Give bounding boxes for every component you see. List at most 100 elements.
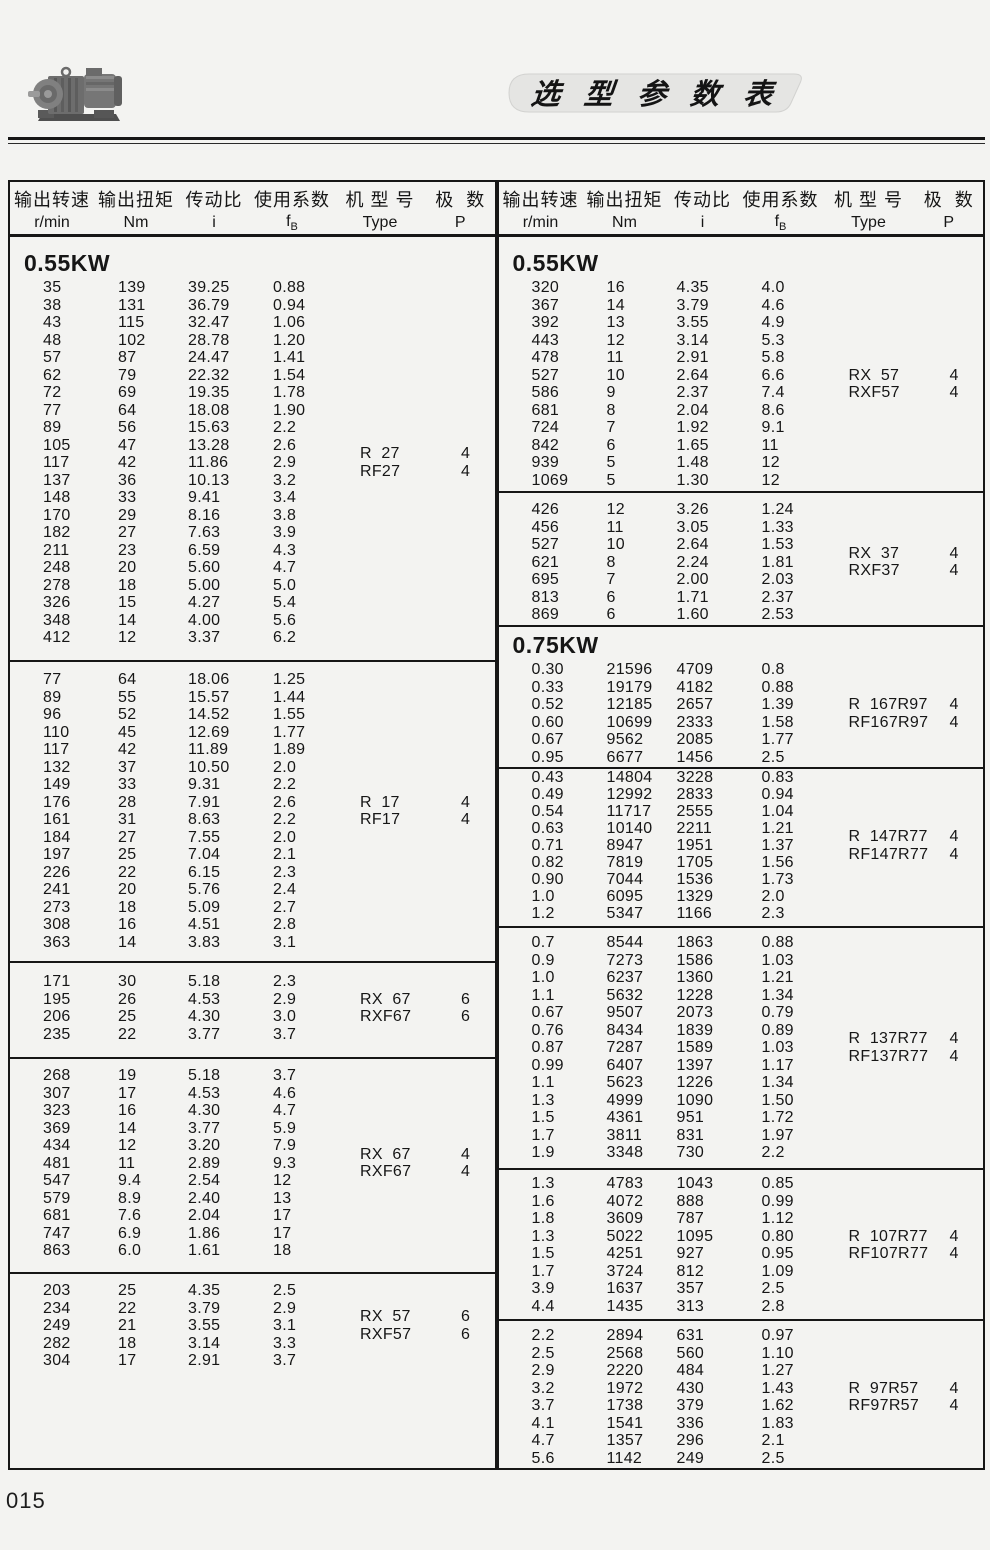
cell-speed: 939 [531, 454, 560, 471]
cell-ratio: 1397 [676, 1056, 714, 1074]
cell-service-factor: 9.1 [761, 419, 785, 436]
cell-service-factor: 9.3 [273, 1154, 297, 1172]
cell-torque: 7 [606, 419, 616, 436]
cell-ratio: 14.52 [188, 706, 230, 723]
cell-ratio: 2.37 [676, 384, 709, 401]
cell-speed: 527 [531, 366, 560, 384]
cell-torque: 17 [118, 1352, 137, 1369]
cell-ratio: 4.35 [676, 279, 709, 296]
cell-speed: 2.5 [531, 1344, 555, 1362]
cell-ratio: 1360 [676, 969, 714, 986]
cell-speed: 206 [43, 1008, 71, 1025]
cell-torque: 9 [606, 384, 616, 401]
cell-speed: 0.52 [531, 696, 564, 713]
cell-service-factor: 2.9 [273, 990, 297, 1008]
table-row: 1069 5 1.30 12 [499, 472, 984, 490]
col-header-poles: 极 数 [923, 190, 974, 210]
cell-torque: 5 [606, 454, 616, 471]
table-row: 320 16 4.35 4.0 [499, 279, 984, 297]
cell-speed: 161 [43, 811, 71, 828]
unit-speed: r/min [34, 214, 70, 231]
cell-torque: 131 [118, 296, 146, 314]
table-row: 1.0 6237 1360 1.21 [499, 969, 984, 987]
cell-torque: 5632 [606, 986, 644, 1004]
table-row: 241 20 5.76 2.4 [10, 881, 495, 899]
cell-speed: 1.5 [531, 1245, 555, 1262]
cell-torque: 37 [118, 758, 137, 776]
cell-ratio: 9.41 [188, 489, 221, 506]
table-row: 195 26 4.53 2.9 [10, 991, 495, 1009]
table-row: 0.82 7819 1705 1.56 [499, 854, 984, 871]
cell-ratio: 2.00 [676, 571, 709, 588]
cell-service-factor: 1.06 [273, 314, 306, 331]
cell-service-factor: 1.24 [761, 501, 794, 518]
cell-torque: 7287 [606, 1039, 644, 1056]
table-row: 579 8.9 2.40 13 [10, 1190, 495, 1208]
table-row: 842 6 1.65 11 [499, 437, 984, 455]
cell-service-factor: 2.4 [273, 881, 297, 898]
table-header: 输出转速 输出扭矩 传动比 使用系数 机 型 号 极 数 r/min Nm i … [10, 182, 495, 237]
cell-ratio: 11.86 [188, 454, 229, 471]
cell-torque: 102 [118, 331, 146, 349]
cell-speed: 62 [43, 366, 62, 384]
table-row: 35 139 39.25 0.88 [10, 279, 495, 297]
table-body-right: 0.55KW 320 16 4.35 4.0 367 14 3.79 4.6 392 13 3.55 4… [498, 237, 984, 1468]
table-row: 77 64 18.08 1.90 [10, 402, 495, 420]
cell-service-factor: 1.03 [761, 951, 794, 969]
cell-speed: 176 [43, 793, 71, 811]
table-row: 43 115 32.47 1.06 [10, 314, 495, 332]
cell-ratio: 2.64 [676, 366, 709, 384]
cell-speed: 842 [531, 436, 560, 454]
cell-service-factor: 1.56 [761, 854, 794, 871]
cell-torque: 4361 [606, 1109, 644, 1126]
block-rows: 2.2 2894 631 0.97 2.5 2568 560 1.10 2.9 2220 484 1.… [499, 1327, 984, 1467]
table-row: 434 12 3.20 7.9 [10, 1137, 495, 1155]
cell-speed: 77 [43, 671, 62, 688]
block-divider [498, 767, 983, 769]
cell-speed: 203 [43, 1282, 71, 1299]
table-row: 1.3 4783 1043 0.85 [499, 1175, 984, 1193]
cell-speed: 268 [43, 1067, 71, 1084]
cell-service-factor: 1.03 [761, 1039, 794, 1056]
table-row: 0.9 7273 1586 1.03 [499, 952, 984, 970]
cell-service-factor: 2.8 [761, 1297, 785, 1315]
table-row: 0.90 7044 1536 1.73 [499, 871, 984, 888]
cell-torque: 2220 [606, 1362, 644, 1379]
col-header-torque: 输出扭矩 [586, 190, 663, 210]
cell-torque: 56 [118, 419, 137, 436]
cell-ratio: 36.79 [188, 296, 230, 314]
cell-ratio: 10.13 [188, 471, 230, 489]
cell-ratio: 8.16 [188, 506, 221, 524]
block-rows: 171 30 5.18 2.3 195 26 4.53 2.9 206 25 4.30 3.0 235 2… [10, 973, 495, 1043]
table-row: 527 10 2.64 6.6 [499, 367, 984, 385]
cell-ratio: 7.04 [188, 846, 221, 863]
table-row: 1.2 5347 1166 2.3 [499, 905, 984, 922]
cell-speed: 182 [43, 524, 71, 541]
cell-ratio: 4182 [676, 678, 714, 696]
block-rows: 35 139 39.25 0.88 38 131 36.79 0.94 43 115 32.47 1.… [10, 279, 495, 647]
cell-service-factor: 1.39 [761, 696, 794, 713]
cell-ratio: 357 [676, 1280, 705, 1297]
unit-service-factor: fB [774, 212, 787, 234]
cell-service-factor: 3.1 [273, 1317, 297, 1334]
cell-service-factor: 1.89 [273, 741, 306, 758]
cell-service-factor: 2.3 [273, 973, 297, 990]
cell-service-factor: 0.89 [761, 1021, 794, 1039]
cell-service-factor: 3.3 [273, 1334, 297, 1352]
cell-ratio: 6.59 [188, 541, 221, 559]
cell-service-factor: 4.6 [273, 1084, 297, 1102]
cell-service-factor: 0.8 [761, 661, 785, 678]
table-row: 0.67 9507 2073 0.79 [499, 1004, 984, 1022]
cell-speed: 307 [43, 1084, 71, 1102]
cell-torque: 31 [118, 811, 137, 828]
cell-ratio: 296 [676, 1432, 705, 1449]
table-row: 4.1 1541 336 1.83 [499, 1415, 984, 1433]
cell-ratio: 7.91 [188, 793, 221, 811]
header-row-units: r/min Nm i fB Type P [10, 212, 495, 234]
cell-torque: 33 [118, 776, 137, 793]
cell-service-factor: 3.1 [273, 933, 297, 951]
cell-ratio: 9.31 [188, 776, 221, 793]
cell-speed: 3.9 [531, 1280, 555, 1297]
cell-service-factor: 0.88 [273, 279, 306, 296]
table-row: 0.30 21596 4709 0.8 [499, 661, 984, 679]
